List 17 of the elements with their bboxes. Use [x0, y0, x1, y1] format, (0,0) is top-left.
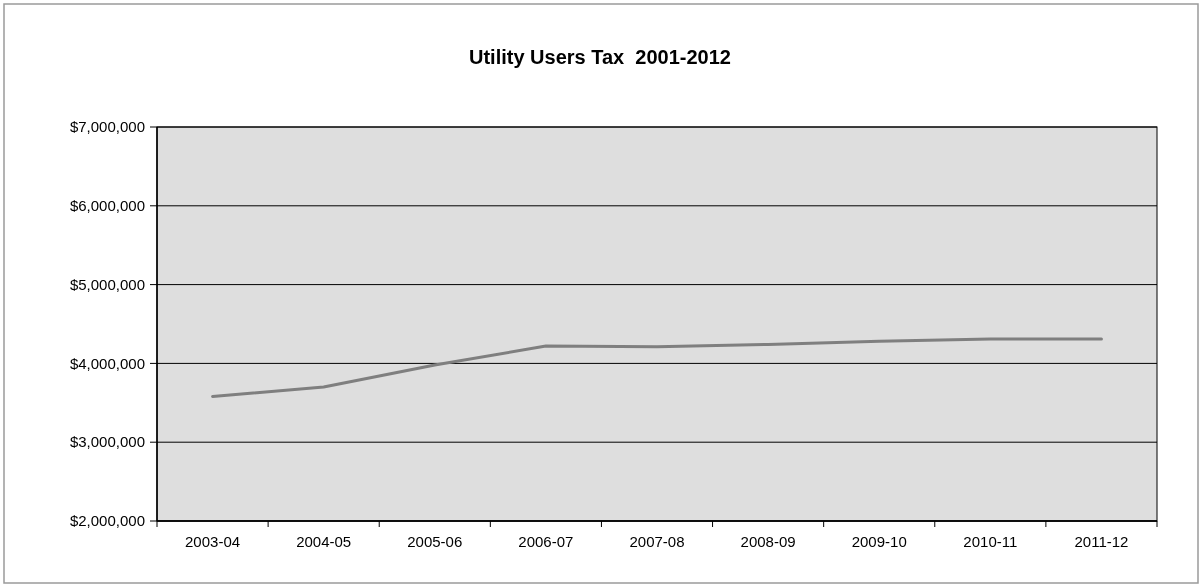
y-tick-label: $4,000,000 — [69, 354, 145, 372]
x-tick-label: 2004-05 — [296, 533, 352, 550]
y-tick-label: $3,000,000 — [69, 433, 145, 451]
x-tick-label: 2008-09 — [740, 533, 796, 550]
y-tick-label: $2,000,000 — [69, 512, 145, 530]
chart-title: Utility Users Tax 2001-2012 — [468, 46, 732, 68]
x-tick-label: 2007-08 — [629, 533, 685, 550]
x-tick-label: 2006-07 — [518, 533, 574, 550]
line-series — [211, 337, 1103, 398]
y-tick-label: $5,000,000 — [69, 275, 145, 293]
x-tick-label: 2005-06 — [407, 533, 463, 550]
y-tick-label: $6,000,000 — [69, 197, 145, 215]
x-tick-label: 2010-11 — [963, 533, 1018, 550]
y-tick-label: $7,000,000 — [69, 118, 145, 136]
x-tick-label: 2009-10 — [851, 533, 907, 550]
x-tick-label: 2011-12 — [1074, 533, 1129, 550]
x-tick-label: 2003-04 — [185, 533, 241, 550]
